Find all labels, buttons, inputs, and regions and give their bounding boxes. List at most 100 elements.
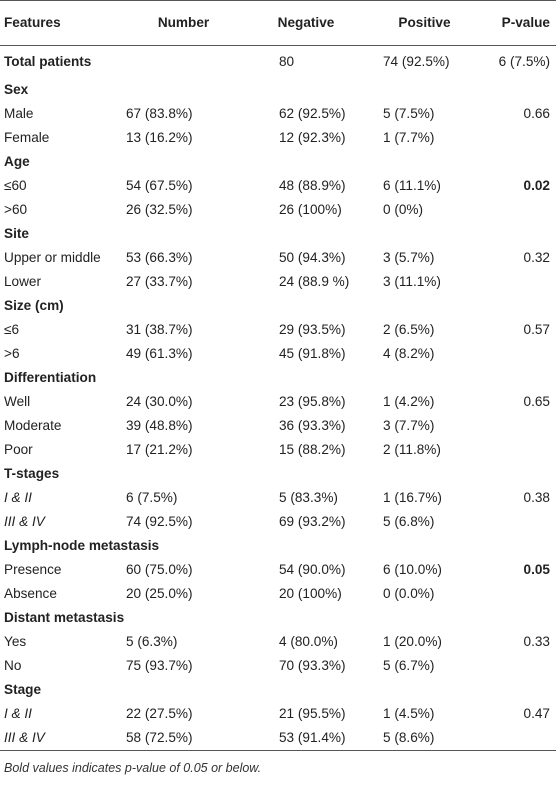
header-positive: Positive	[398, 15, 451, 30]
row-positive: 0 (0%)	[383, 202, 424, 217]
row-p-value	[482, 510, 556, 534]
table-header-row: Features Number Negative Positive P-valu…	[0, 0, 556, 46]
row-negative: 69 (93.2%)	[279, 514, 346, 529]
row-positive: 1 (7.7%)	[383, 130, 435, 145]
section-header-row: T-stages	[0, 462, 556, 486]
row-label: Male	[4, 106, 34, 121]
row-label: No	[4, 658, 22, 673]
row-p-value	[482, 126, 556, 150]
row-number: 75 (93.7%)	[126, 658, 193, 673]
row-number: 58 (72.5%)	[126, 730, 193, 745]
row-label: Female	[4, 130, 50, 145]
row-negative: 26 (100%)	[279, 202, 342, 217]
row-label: Lower	[4, 274, 42, 289]
table-row: Lower 27 (33.7%) 24 (88.9 %) 3 (11.1%)	[0, 270, 556, 294]
table-body: Total patients 80 74 (92.5%) 6 (7.5%) Se…	[0, 46, 556, 751]
section-header-row: Age	[0, 150, 556, 174]
row-label: ≤6	[4, 322, 20, 337]
row-positive: 3 (5.7%)	[383, 250, 435, 265]
row-label: I & II	[4, 706, 32, 721]
row-number: 17 (21.2%)	[126, 442, 193, 457]
section-header-row: Sex	[0, 78, 556, 102]
row-p-value	[482, 342, 556, 366]
header-p-value: P-value	[501, 15, 550, 30]
row-number: 26 (32.5%)	[126, 202, 193, 217]
table-row: No 75 (93.7%) 70 (93.3%) 5 (6.7%)	[0, 654, 556, 678]
row-number: 22 (27.5%)	[126, 706, 193, 721]
row-positive: 1 (4.5%)	[383, 706, 435, 721]
row-positive: 3 (7.7%)	[383, 418, 435, 433]
table-row: III & IV 58 (72.5%) 53 (91.4%) 5 (8.6%)	[0, 726, 556, 751]
row-negative: 50 (94.3%)	[279, 250, 346, 265]
row-number: 6 (7.5%)	[126, 490, 178, 505]
row-positive: 3 (11.1%)	[383, 274, 441, 289]
row-number: 49 (61.3%)	[126, 346, 193, 361]
row-p-value	[482, 726, 556, 751]
total-label: Total patients	[4, 54, 92, 69]
section-title: Differentiation	[4, 370, 97, 385]
row-negative: 62 (92.5%)	[279, 106, 346, 121]
row-p-value: 0.47	[523, 706, 550, 721]
section-title: Distant metastasis	[4, 610, 125, 625]
row-label: Absence	[4, 586, 57, 601]
row-positive: 1 (16.7%)	[383, 490, 442, 505]
row-label: Moderate	[4, 418, 62, 433]
header-negative: Negative	[277, 15, 335, 30]
header-features: Features	[4, 15, 61, 30]
table-row: Female 13 (16.2%) 12 (92.3%) 1 (7.7%)	[0, 126, 556, 150]
section-header-row: Size (cm)	[0, 294, 556, 318]
row-negative: 29 (93.5%)	[279, 322, 346, 337]
row-positive: 6 (11.1%)	[383, 178, 441, 193]
row-p-value	[482, 582, 556, 606]
patient-features-table: Features Number Negative Positive P-valu…	[0, 0, 556, 751]
total-number	[122, 46, 245, 79]
table-row: Presence 60 (75.0%) 54 (90.0%) 6 (10.0%) 0.0…	[0, 558, 556, 582]
row-p-value: 0.02	[523, 178, 550, 193]
total-negative: 80	[279, 54, 295, 69]
table-row: Well 24 (30.0%) 23 (95.8%) 1 (4.2%) 0.65	[0, 390, 556, 414]
row-negative: 54 (90.0%)	[279, 562, 346, 577]
row-positive: 0 (0.0%)	[383, 586, 435, 601]
table-row: Upper or middle 53 (66.3%) 50 (94.3%) 3 (5.…	[0, 246, 556, 270]
row-negative: 23 (95.8%)	[279, 394, 346, 409]
row-negative: 45 (91.8%)	[279, 346, 346, 361]
table-footnote: Bold values indicates p-value of 0.05 or…	[4, 761, 262, 775]
row-positive: 6 (10.0%)	[383, 562, 442, 577]
table-row: Yes 5 (6.3%) 4 (80.0%) 1 (20.0%) 0.33	[0, 630, 556, 654]
section-header-row: Site	[0, 222, 556, 246]
row-label: III & IV	[4, 730, 45, 745]
row-p-value: 0.32	[523, 250, 550, 265]
row-label: I & II	[4, 490, 32, 505]
row-label: ≤60	[4, 178, 27, 193]
section-header-row: Differentiation	[0, 366, 556, 390]
total-positive: 74 (92.5%)	[383, 54, 450, 69]
section-header-row: Lymph-node metastasis	[0, 534, 556, 558]
row-label: Poor	[4, 442, 33, 457]
row-negative: 12 (92.3%)	[279, 130, 346, 145]
row-p-value: 0.33	[523, 634, 550, 649]
row-number: 74 (92.5%)	[126, 514, 193, 529]
row-negative: 15 (88.2%)	[279, 442, 346, 457]
row-negative: 4 (80.0%)	[279, 634, 338, 649]
table-row: >60 26 (32.5%) 26 (100%) 0 (0%)	[0, 198, 556, 222]
table-row: I & II 22 (27.5%) 21 (95.5%) 1 (4.5%) 0.47	[0, 702, 556, 726]
section-header-row: Stage	[0, 678, 556, 702]
row-positive: 1 (20.0%)	[383, 634, 442, 649]
row-negative: 5 (83.3%)	[279, 490, 338, 505]
row-p-value: 0.38	[523, 490, 550, 505]
row-label: >6	[4, 346, 20, 361]
row-label: Presence	[4, 562, 62, 577]
row-p-value: 0.05	[523, 562, 550, 577]
row-label: Yes	[4, 634, 27, 649]
row-label: >60	[4, 202, 28, 217]
table-row: Male 67 (83.8%) 62 (92.5%) 5 (7.5%) 0.66	[0, 102, 556, 126]
section-title: T-stages	[4, 466, 60, 481]
row-negative: 48 (88.9%)	[279, 178, 346, 193]
total-patients-row: Total patients 80 74 (92.5%) 6 (7.5%)	[0, 46, 556, 79]
table-row: >6 49 (61.3%) 45 (91.8%) 4 (8.2%)	[0, 342, 556, 366]
total-p-value: 6 (7.5%)	[498, 54, 550, 69]
row-number: 39 (48.8%)	[126, 418, 193, 433]
row-positive: 5 (6.8%)	[383, 514, 435, 529]
row-negative: 53 (91.4%)	[279, 730, 346, 745]
